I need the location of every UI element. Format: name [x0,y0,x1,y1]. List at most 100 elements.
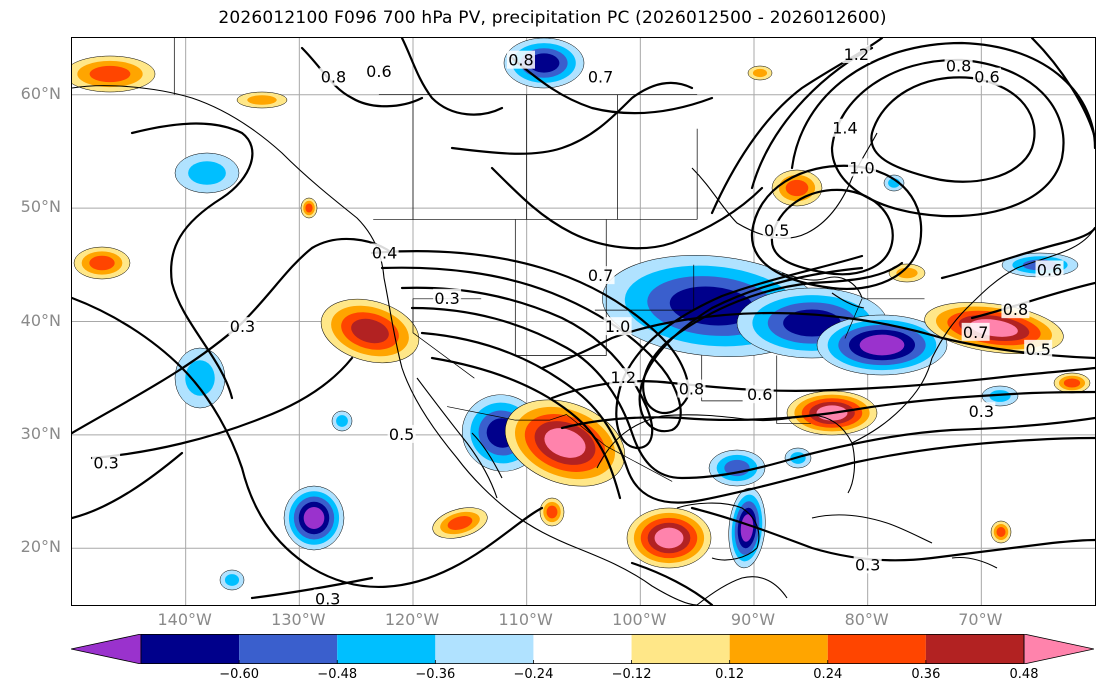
longitude-label: 120°W [384,610,440,629]
precipitation-shading [72,38,1091,591]
map-panel[interactable]: 0.8 0.6 0.8 0.7 1.2 0.8 0.6 1.4 1.0 0.5 0.4 0.3 0.7 1… [71,37,1096,606]
contour-label: 0.3 [93,453,118,472]
contour-label: 0.6 [1037,260,1062,279]
contour-label: 0.8 [321,68,346,87]
latitude-label: 40°N [20,310,61,330]
shading-level [224,574,240,586]
contour-label: 0.6 [366,62,391,81]
negative-precip-anomaly [331,410,353,432]
contour-label-bg [745,385,774,404]
shading-level [351,318,389,344]
contour-label: 0.4 [372,243,397,262]
contour-labels: 0.80.60.8 0.71.20.80.61.41.00.50.40.30.71… [92,45,1064,605]
shading-level [996,527,1006,537]
contour-label-bg [586,266,615,285]
pv-contour-line [72,296,544,589]
pv-contour-line [300,46,424,108]
contour-label-bg [842,45,871,64]
pv-contour-line [490,166,764,250]
pv-contour-line [1030,38,1095,140]
contour-label-bg [944,56,973,75]
pv-contour-line [430,356,622,500]
shading-level [303,506,325,530]
contour-label: 0.3 [230,317,255,336]
colorbar-tick-label: −0.48 [317,667,358,682]
positive-precip-anomaly [771,169,823,207]
longitude-label: 130°W [271,610,326,629]
negative-precip-anomaly [503,38,585,89]
positive-precip-anomaly [300,197,318,219]
pv-contour-line [380,266,864,433]
shading-level [528,53,560,73]
pv-contour-line [130,122,254,400]
negative-precip-anomaly [283,485,345,551]
pv-contour-line [690,506,1095,562]
contour-label-bg [506,50,535,69]
colorbar-tick-label: 0.12 [715,667,745,682]
pv-contour-line [790,41,1095,170]
negative-precip-anomaly [981,385,1019,407]
positive-precip-anomaly [990,520,1012,544]
pv-contour-line [370,250,904,414]
coastline [781,272,865,309]
contour-label: 0.8 [1003,300,1028,319]
contour-label-bg [586,67,615,86]
pv-contour-line [410,306,1095,480]
map-canvas[interactable]: 0.80.60.8 0.71.20.80.61.41.00.50.40.30.71… [72,38,1095,605]
coastline [931,227,1095,359]
map-title: 2026012100 F096 700 hPa PV, precipitatio… [218,8,887,28]
contour-label: 0.7 [588,68,613,87]
colorbar-swatch [533,634,632,664]
contour-label-bg [387,424,416,443]
contour-label: 0.3 [855,555,880,574]
political-border [701,355,743,402]
pv-contour-line [450,81,694,155]
contour-label: 0.6 [974,68,999,87]
shading-level [669,286,755,326]
contour-label-bg [830,118,859,137]
contour-label-bg [762,220,791,239]
negative-precip-anomaly [174,347,226,409]
pv-contour-line [250,576,374,600]
pv-contour-line [940,226,1095,280]
longitude-label: 100°W [612,610,667,629]
colorbar-swatch [141,634,240,664]
colorbar-extend-right [1023,634,1094,664]
latitude-label: 30°N [20,423,61,443]
longitude-label: 90°W [730,610,776,629]
positive-precip-anomaly [626,507,712,569]
negative-precip-anomaly [708,449,766,487]
pv-contour-line [72,451,184,520]
coastline [72,85,698,605]
colorbar-tick-label: −0.12 [611,667,652,682]
political-border [447,406,673,482]
pv-contour-line [830,58,1065,218]
coastline [811,514,998,569]
shading-level [654,527,684,549]
pv-contour-line [90,356,354,460]
colorbar [71,634,1094,664]
contour-label-bg [677,379,706,398]
latitude-label: 60°N [20,83,61,103]
pv-contour-line [540,311,1095,370]
political-border [514,219,607,356]
shading-level [447,516,473,530]
negative-precip-anomaly [816,314,948,376]
contour-label-bg [370,243,399,262]
contour-label: 0.3 [969,402,994,421]
contour-label-bg [228,317,257,336]
colorbar-swatch [729,634,828,664]
shading-level [247,95,277,105]
shading-level [89,65,131,83]
contour-label: 1.2 [844,45,869,64]
contour-label: 1.0 [849,158,874,177]
contour-label-bg [1024,339,1053,358]
political-border [776,355,811,424]
contour-label: 0.7 [588,266,613,285]
shading-level [305,203,313,213]
negative-precip-anomaly [883,174,905,192]
longitude-label: 140°W [157,610,212,629]
shading-level [546,505,558,519]
contour-label-bg [847,158,876,177]
colorbar-swatch [239,634,338,664]
